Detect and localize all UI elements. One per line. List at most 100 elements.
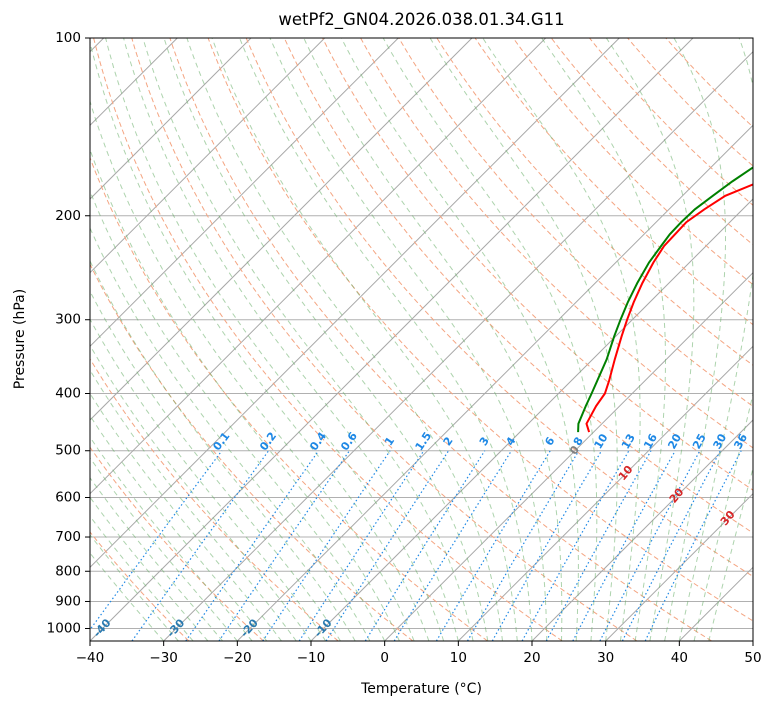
moist-adiabat-line: [429, 38, 618, 641]
y-tick-label: 700: [55, 529, 81, 545]
mixing-ratio-line: [393, 450, 512, 641]
moist-adiabat-line: [664, 38, 726, 641]
isotherm-line: [90, 38, 326, 274]
moist-adiabat-line: [105, 38, 445, 641]
isotherm-line: [90, 38, 399, 348]
dry-adiabat-line: [90, 263, 414, 641]
moist-adiabat-line: [186, 38, 503, 641]
mixing-ratio-line: [435, 450, 551, 641]
x-tick-label: 20: [523, 650, 540, 666]
moist-adiabat-line: [90, 148, 400, 641]
moist-adiabat-line: [303, 38, 563, 641]
x-tick-label: −20: [223, 650, 252, 666]
moist-adiabat-line: [90, 189, 386, 641]
moist-adiabat-line: [541, 38, 666, 641]
moist-adiabat-line: [340, 38, 579, 641]
moist-adiabat-line: [211, 38, 518, 641]
dry-adiabat-line: [550, 38, 753, 246]
isotherm-line: [90, 38, 473, 421]
moist-adiabat-line: [90, 226, 371, 641]
y-tick-label: 200: [55, 208, 81, 224]
moist-adiabat-line: [90, 414, 268, 641]
dry-adiabat-line: [398, 38, 753, 407]
mixing-ratio-label: 25: [690, 432, 709, 452]
moist-adiabat-line: [482, 38, 641, 641]
y-tick-label: 300: [55, 312, 81, 328]
y-tick-label: 600: [55, 489, 81, 505]
y-tick-label: 1000: [47, 620, 81, 636]
y-tick-label: 500: [55, 443, 81, 459]
dry-adiabat-line: [131, 38, 638, 641]
mixing-ratio-line: [466, 450, 580, 641]
plot-area: 0.10.20.40.611.52346810131620253036-100-…: [90, 38, 753, 641]
isotherm-line: [236, 124, 753, 641]
dry-adiabat-line: [90, 156, 488, 641]
y-axis-label: Pressure (hPa): [12, 289, 28, 389]
mixing-ratio-line: [644, 450, 742, 641]
moist-adiabat-line: [142, 38, 474, 641]
dry-adiabat-line: [207, 38, 753, 622]
x-tick-label: 30: [597, 650, 614, 666]
moist-adiabat-line: [90, 99, 415, 641]
mixing-ratio-line: [131, 450, 270, 641]
dry-adiabat-line: [245, 38, 753, 578]
isotherm-line: [90, 38, 694, 641]
chart-title: wetPf2_GN04.2026.038.01.34.G11: [278, 10, 564, 30]
dry-adiabat-line: [283, 38, 753, 534]
x-tick-label: 10: [450, 650, 467, 666]
x-tick-label: 40: [671, 650, 688, 666]
y-tick-label: 900: [55, 593, 81, 609]
moist-adiabat-line: [90, 392, 282, 641]
moist-adiabat-line: [90, 344, 312, 641]
moist-adiabat-line: [90, 369, 297, 641]
x-tick-label: −30: [149, 650, 178, 666]
mixing-ratio-line: [521, 450, 630, 641]
moist-adiabat-line: [163, 38, 489, 641]
moist-adiabat-line: [239, 38, 533, 641]
temperature-profile-line: [585, 183, 753, 433]
axes: −40 −30 −20 −10 0 10 20 30 40 50 100 200 300 400 500 60…: [47, 30, 762, 666]
x-axis-label: Temperature (°C): [360, 681, 482, 697]
dry-adiabat-line: [90, 531, 190, 641]
dry-adiabat-line: [93, 38, 563, 641]
moist-adiabat-line: [678, 38, 753, 641]
x-tick-label: −10: [297, 650, 326, 666]
dry-adiabat-line: [322, 38, 753, 491]
x-tick-label: 0: [380, 650, 389, 666]
isotherm-line: [90, 38, 252, 200]
mixing-ratio-line: [364, 450, 486, 641]
isotherm-line: [90, 38, 547, 495]
isotherm-line: [605, 492, 753, 641]
x-tick-label: 50: [744, 650, 761, 666]
y-tick-label: 800: [55, 563, 81, 579]
y-tick-label: 400: [55, 386, 81, 402]
plot-frame: [89, 37, 754, 642]
mixing-ratio-line: [325, 450, 450, 641]
mixing-ratio-line: [298, 450, 425, 641]
moist-adiabat-line: [123, 38, 459, 641]
moist-adiabat-line: [708, 466, 753, 641]
isotherm-line: [163, 50, 753, 641]
moist-adiabat-line: [90, 318, 327, 641]
mixing-ratio-line: [90, 450, 223, 631]
dry-adiabat-line: [90, 357, 339, 641]
moist-adiabat-line: [382, 38, 598, 641]
moist-adiabat-line: [693, 392, 753, 641]
x-tick-label: −40: [76, 650, 105, 666]
mixing-ratio-line: [185, 450, 320, 641]
y-tick-label: 100: [55, 30, 81, 46]
isotherm-line: [384, 271, 753, 641]
dewpoint-profile-line: [577, 166, 753, 433]
dry-adiabat-line: [436, 38, 753, 366]
dry-adiabat-line: [169, 38, 712, 641]
dry-adiabat-line: [589, 38, 753, 206]
moist-adiabat-line: [269, 38, 548, 641]
mixing-ratio-label: 36: [731, 431, 750, 451]
mixing-ratio-line: [491, 450, 603, 641]
mixing-ratio-line: [545, 450, 652, 641]
moist-adiabat-line: [90, 40, 430, 641]
isotherm-line: [90, 38, 620, 569]
moist-adiabat-line: [605, 38, 695, 641]
